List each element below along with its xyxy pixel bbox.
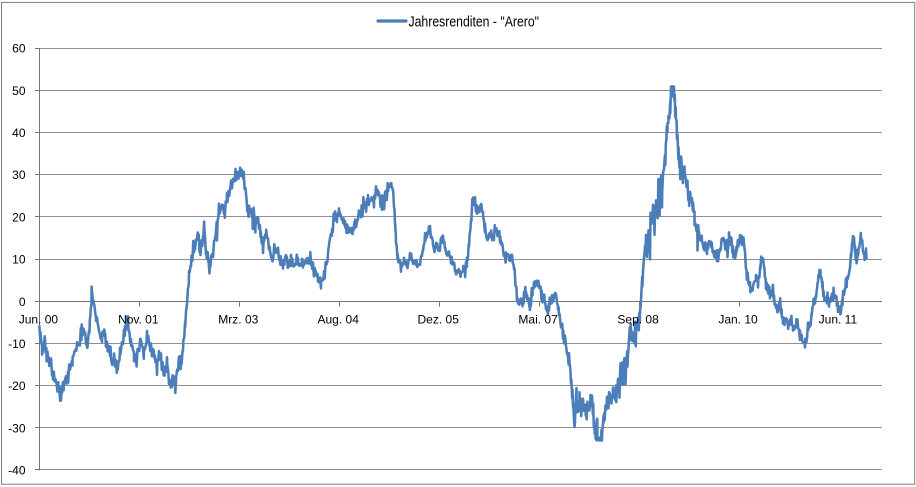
svg-text:Jun. 11: Jun. 11	[819, 313, 858, 327]
svg-text:50: 50	[12, 84, 26, 98]
svg-text:Sep. 08: Sep. 08	[617, 313, 659, 327]
svg-text:-30: -30	[8, 421, 26, 435]
svg-text:Jan. 10: Jan. 10	[718, 313, 758, 327]
svg-text:Mrz. 03: Mrz. 03	[218, 313, 258, 327]
svg-text:60: 60	[12, 42, 26, 56]
svg-text:40: 40	[12, 126, 26, 140]
svg-text:30: 30	[12, 168, 26, 182]
svg-text:0: 0	[19, 295, 26, 309]
svg-text:Nov. 01: Nov. 01	[118, 313, 159, 327]
svg-text:Jahresrenditen - "Arero": Jahresrenditen - "Arero"	[409, 14, 540, 31]
svg-text:Mai. 07: Mai. 07	[518, 313, 558, 327]
svg-text:10: 10	[12, 253, 26, 267]
svg-text:20: 20	[12, 210, 26, 224]
svg-text:-10: -10	[8, 337, 26, 351]
svg-text:Aug. 04: Aug. 04	[318, 313, 360, 327]
svg-text:Jun. 00: Jun. 00	[19, 313, 59, 327]
svg-text:Dez. 05: Dez. 05	[418, 313, 460, 327]
svg-text:-20: -20	[8, 379, 26, 393]
svg-text:-40: -40	[8, 464, 26, 478]
